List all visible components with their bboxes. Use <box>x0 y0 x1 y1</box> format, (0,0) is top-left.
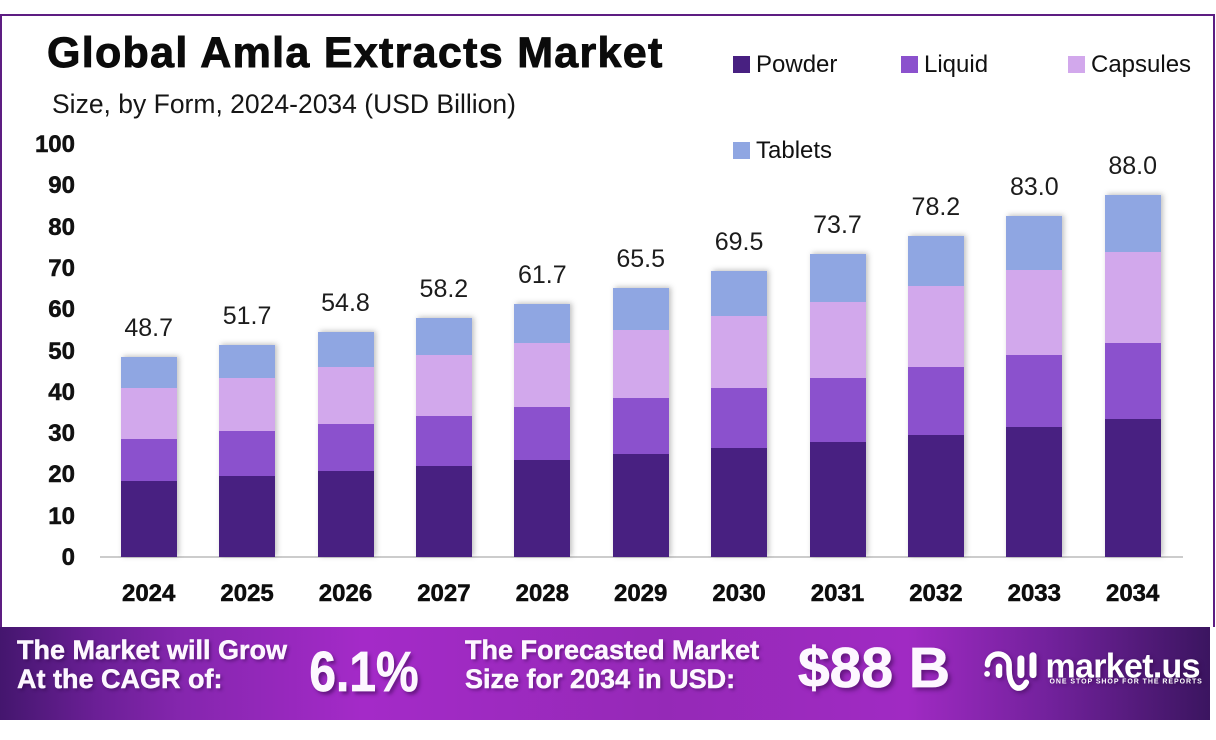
svg-text:market.us: market.us <box>1046 648 1200 686</box>
svg-text:ONE STOP SHOP FOR THE REPORTS: ONE STOP SHOP FOR THE REPORTS <box>1050 679 1203 686</box>
